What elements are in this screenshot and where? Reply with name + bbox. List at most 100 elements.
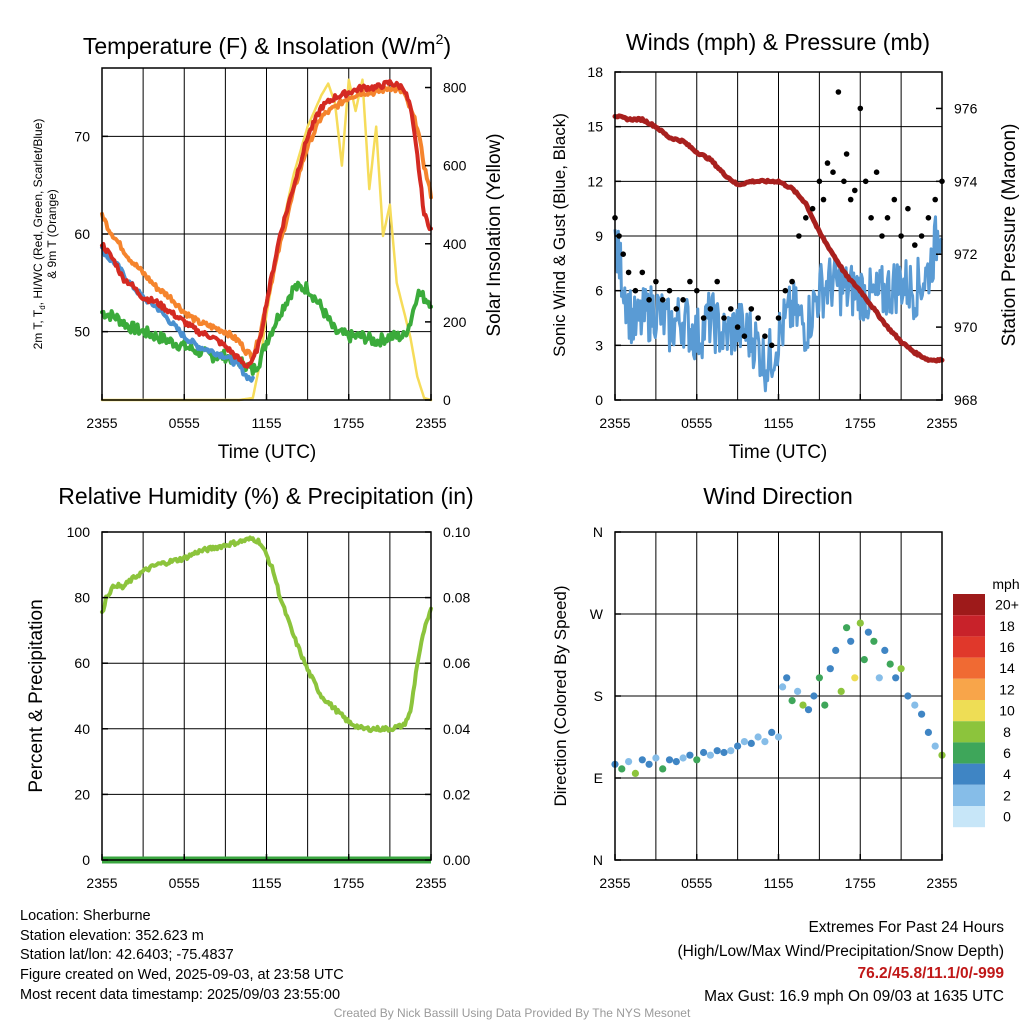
direction-point [713,747,721,755]
p1-y2tick-label: 600 [443,158,467,174]
legend-label: 12 [999,681,1015,697]
gust-point [820,196,827,203]
legend-swatch [953,678,985,700]
p1-xtick-label: 0555 [169,415,200,431]
direction-point [875,674,883,682]
temp-y2label: Solar Insolation (Yellow) [484,133,505,336]
direction-point [734,742,742,750]
p4-xtick-label: 1755 [845,875,876,891]
p4-ytick-label: S [594,688,603,704]
p1-ytick-label: 50 [74,324,90,340]
direction-point [856,619,864,627]
figure-created: Figure created on Wed, 2025-09-03, at 23… [20,967,344,983]
p3-ytick-label: 60 [74,655,90,671]
p2-ytick-label: 15 [587,119,603,135]
direction-point [679,754,687,762]
gust-point [768,342,775,349]
direction-point [686,751,694,759]
p2-xtick-label: 2355 [599,415,630,431]
p3-xtick-label: 1155 [251,875,281,891]
wind-y2label: Station Pressure (Maroon) [999,124,1020,347]
direction-point [625,758,633,766]
legend-label: 14 [999,660,1015,676]
gust-point [868,215,874,221]
legend-label: 2 [1003,787,1011,803]
legend-label: 16 [999,639,1015,655]
gust-point [707,306,714,312]
gust-point [659,297,666,303]
p1-xtick-label: 2355 [86,415,117,431]
gust-point [847,196,854,203]
gust-point [755,315,761,321]
p3-y2tick-label: 0.08 [443,590,470,606]
p3-ytick-label: 20 [74,786,90,802]
direction-point [788,697,796,705]
gust-point [721,315,727,321]
p2-y2tick-label: 968 [954,392,978,408]
p3-y2tick-label: 0.02 [443,786,470,802]
p2-y2tick-label: 974 [954,173,978,189]
gust-point [620,251,626,257]
direction-point [931,742,939,750]
wind-series-layer [612,89,945,393]
gust-point [680,297,686,303]
direction-point [847,637,855,645]
speed-legend-title: mph [992,576,1019,592]
direction-point [924,728,933,737]
direction-point [837,687,845,696]
wind-ylabel: Sonic Wind & Gust (Blue, Black) [550,113,569,357]
p2-y2tick-label: 976 [954,100,978,116]
legend-label: 20+ [995,597,1019,613]
direction-point [886,660,894,668]
direction-point [897,665,905,673]
gust-point [700,315,707,321]
legend-swatch [953,763,985,785]
p2-ytick-label: 9 [595,228,603,244]
direction-point [747,739,755,748]
wind-series-sonic-wind [613,215,944,393]
wind-axes: 2355 0555 1155 1755 2355 0 3 6 9 12 15 18 968 970 972 9… [587,64,977,431]
direction-point [727,747,735,755]
temp-xlabel: Time (UTC) [218,442,317,463]
direction-point [700,748,708,757]
gust-point [809,205,816,212]
temp-series-dewpoint [100,280,433,376]
temp-series-2m-t [100,79,433,369]
wind-xlabel: Time (UTC) [729,442,828,463]
gust-point [632,287,639,294]
temp-ylabel-line1: 2m T, Td, HI/WC (Red, Green, Scarlet/Blu… [31,119,47,350]
gust-point [789,278,795,285]
gust-point [830,169,836,175]
p3-ytick-label: 80 [74,590,90,606]
gust-point [884,215,891,221]
gust-point [796,233,802,239]
gust-point [905,205,911,212]
legend-label: 8 [1003,724,1011,740]
direction-point [904,692,912,700]
direction-point [881,646,889,655]
gust-point [873,169,880,175]
direction-point [754,733,762,741]
gust-point [857,105,864,112]
dir-panel-title: Wind Direction [703,483,853,509]
direction-point [892,674,900,682]
direction-point [706,751,715,759]
legend-swatch [953,806,985,828]
gust-point [741,333,748,340]
temp-series-hi-wc [100,245,255,383]
direction-point [638,756,646,764]
rh-series-relative-humidity [100,535,433,734]
gust-point [782,287,789,294]
gust-point [879,233,885,239]
p2-xtick-label: 1755 [845,415,876,431]
legend-swatch [953,657,985,679]
p3-y2tick-label: 0.06 [443,655,470,671]
direction-point [665,756,674,764]
gust-point [862,178,869,185]
dir-points-layer [611,619,946,778]
direction-point [851,674,859,682]
p1-xtick-label: 2355 [415,415,446,431]
p4-ytick-label: N [593,852,603,868]
gust-point [852,187,858,194]
p3-xtick-label: 2355 [415,875,446,891]
